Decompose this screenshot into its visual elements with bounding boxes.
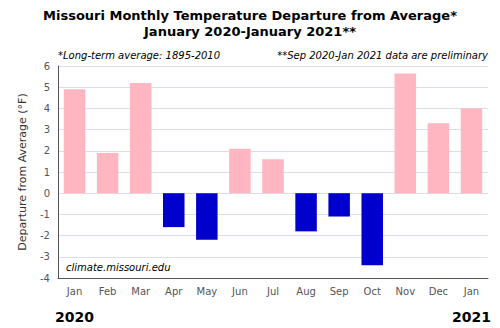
svg-text:3: 3	[44, 124, 50, 135]
svg-text:5: 5	[44, 82, 50, 93]
svg-text:Mar: Mar	[131, 286, 151, 297]
svg-text:4: 4	[44, 103, 50, 114]
svg-text:-3: -3	[40, 251, 50, 262]
svg-text:2: 2	[44, 145, 50, 156]
svg-text:*Long-term average: 1895-2010: *Long-term average: 1895-2010	[58, 50, 220, 61]
svg-text:Departure from Average (°F): Departure from Average (°F)	[16, 93, 29, 251]
svg-text:2021: 2021	[452, 309, 491, 325]
svg-text:Oct: Oct	[364, 286, 381, 297]
svg-text:Feb: Feb	[99, 286, 117, 297]
svg-text:-4: -4	[40, 273, 50, 284]
svg-text:6: 6	[44, 61, 50, 72]
svg-text:0: 0	[44, 188, 50, 199]
svg-text:Missouri Monthly Temperature D: Missouri Monthly Temperature Departure f…	[43, 8, 457, 23]
svg-text:-1: -1	[40, 209, 50, 220]
svg-text:Dec: Dec	[429, 286, 448, 297]
svg-text:Jan: Jan	[463, 286, 479, 297]
svg-text:Jan: Jan	[66, 286, 82, 297]
svg-text:January 2020-January 2021**: January 2020-January 2021**	[143, 24, 356, 39]
svg-text:Jul: Jul	[266, 286, 279, 297]
svg-text:1: 1	[44, 167, 50, 178]
svg-text:Nov: Nov	[396, 286, 416, 297]
svg-text:Sep: Sep	[330, 286, 349, 297]
svg-text:-2: -2	[40, 230, 50, 241]
svg-text:2020: 2020	[55, 309, 94, 325]
svg-text:May: May	[197, 286, 218, 297]
svg-text:Aug: Aug	[296, 286, 316, 297]
svg-text:Apr: Apr	[165, 286, 183, 297]
svg-text:climate.missouri.edu: climate.missouri.edu	[66, 262, 170, 273]
svg-text:**Sep 2020-Jan 2021 data are p: **Sep 2020-Jan 2021 data are preliminary	[277, 50, 489, 61]
svg-text:Jun: Jun	[231, 286, 248, 297]
